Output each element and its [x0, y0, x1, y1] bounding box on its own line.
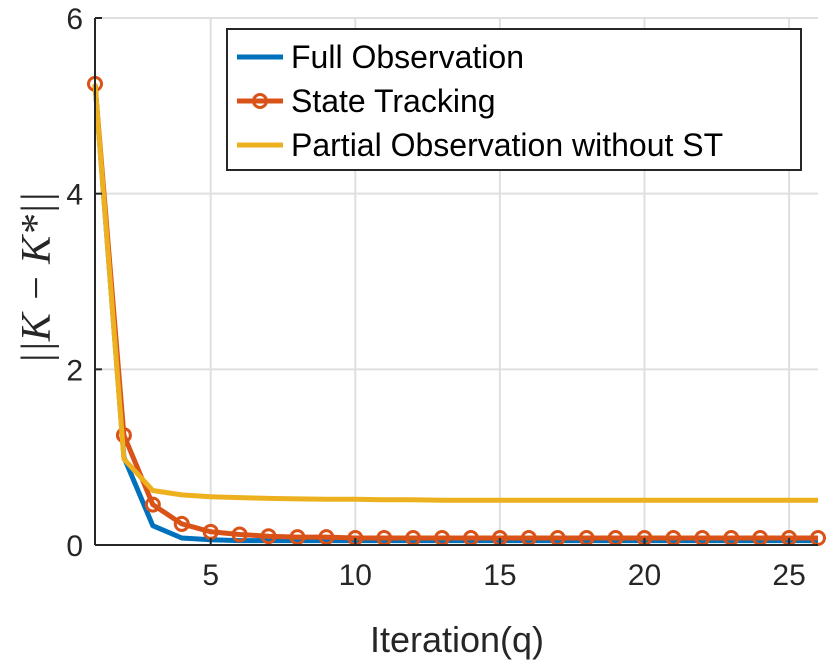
x-tick-label: 5 — [202, 559, 219, 592]
legend-label: State Tracking — [291, 83, 496, 119]
y-tick-label: 6 — [66, 3, 83, 36]
y-tick-label: 0 — [66, 530, 83, 563]
y-tick-label: 4 — [66, 179, 83, 212]
data-point — [231, 526, 248, 543]
data-point — [173, 515, 190, 532]
data-point — [144, 496, 161, 513]
legend-label: Partial Observation without ST — [291, 127, 723, 163]
data-point — [289, 529, 306, 546]
legend-box — [226, 28, 802, 171]
x-tick-label: 15 — [483, 559, 516, 592]
legend-marker — [252, 93, 268, 109]
legend: Full Observation State Tracking Partial Ob… — [226, 28, 802, 171]
tick-labels: 5 10 15 20 25 0 2 4 6 — [66, 3, 805, 592]
x-tick-label: 25 — [772, 559, 805, 592]
series-line-2 — [92, 83, 818, 541]
y-axis-label: ||K − K*|| — [14, 192, 60, 365]
y-tick-label: 2 — [66, 354, 83, 387]
axes — [94, 17, 818, 546]
series-line-3 — [92, 83, 818, 503]
data-point — [260, 528, 277, 545]
legend-label: Full Observation — [291, 39, 524, 75]
data-point — [318, 529, 335, 546]
x-axis-label: Iteration(q) — [370, 619, 544, 660]
x-tick-label: 10 — [339, 559, 372, 592]
x-tick-label: 20 — [628, 559, 661, 592]
